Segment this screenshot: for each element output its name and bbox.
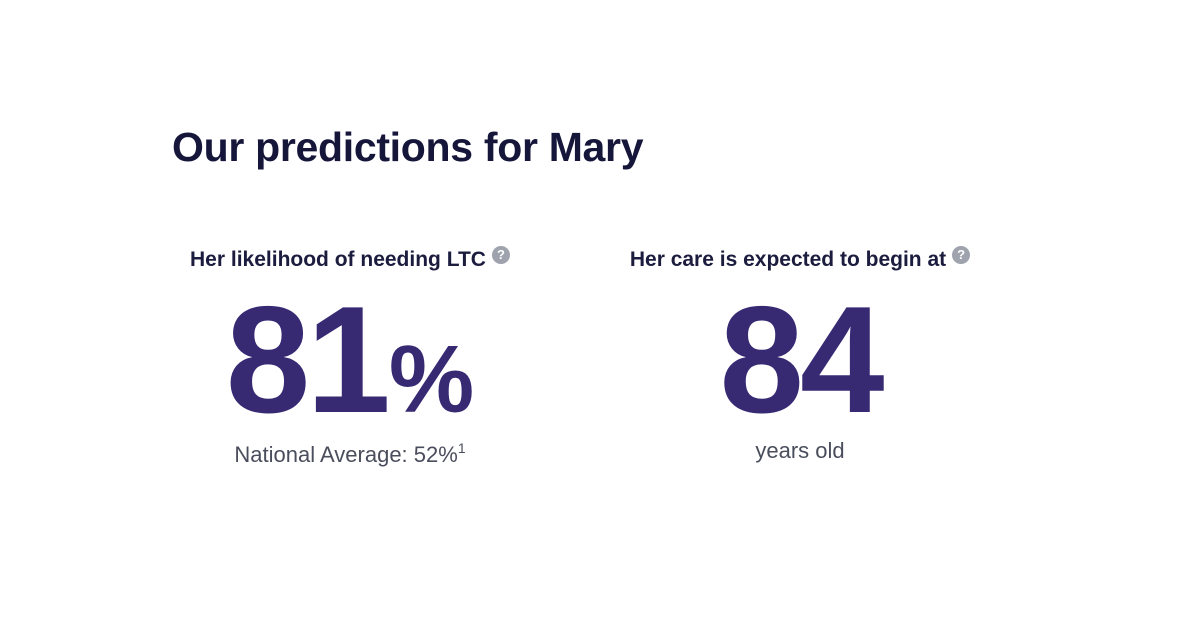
care-start-label-row: Her care is expected to begin at ?: [629, 246, 971, 272]
national-average: National Average: 52%1: [160, 440, 540, 468]
care-start-label: Her care is expected to begin at: [629, 248, 947, 271]
page-title: Our predictions for Mary: [172, 124, 644, 170]
likelihood-card: Her likelihood of needing LTC ? 81% Nati…: [160, 246, 540, 468]
likelihood-value: 81%: [160, 284, 540, 436]
likelihood-number: 81: [225, 275, 391, 445]
national-average-text: National Average: 52%: [234, 442, 458, 467]
care-start-age: 84: [719, 275, 884, 445]
footnote-marker[interactable]: 1: [457, 440, 466, 456]
years-old-label: years old: [755, 438, 845, 463]
percent-sign: %: [388, 326, 475, 433]
care-start-card: Her care is expected to begin at ? 84 ye…: [605, 246, 995, 464]
care-start-value: 84: [605, 284, 995, 436]
help-icon[interactable]: ?: [952, 246, 971, 264]
likelihood-label-row: Her likelihood of needing LTC ?: [190, 246, 510, 272]
help-icon[interactable]: ?: [491, 246, 510, 264]
likelihood-label: Her likelihood of needing LTC: [190, 248, 486, 271]
